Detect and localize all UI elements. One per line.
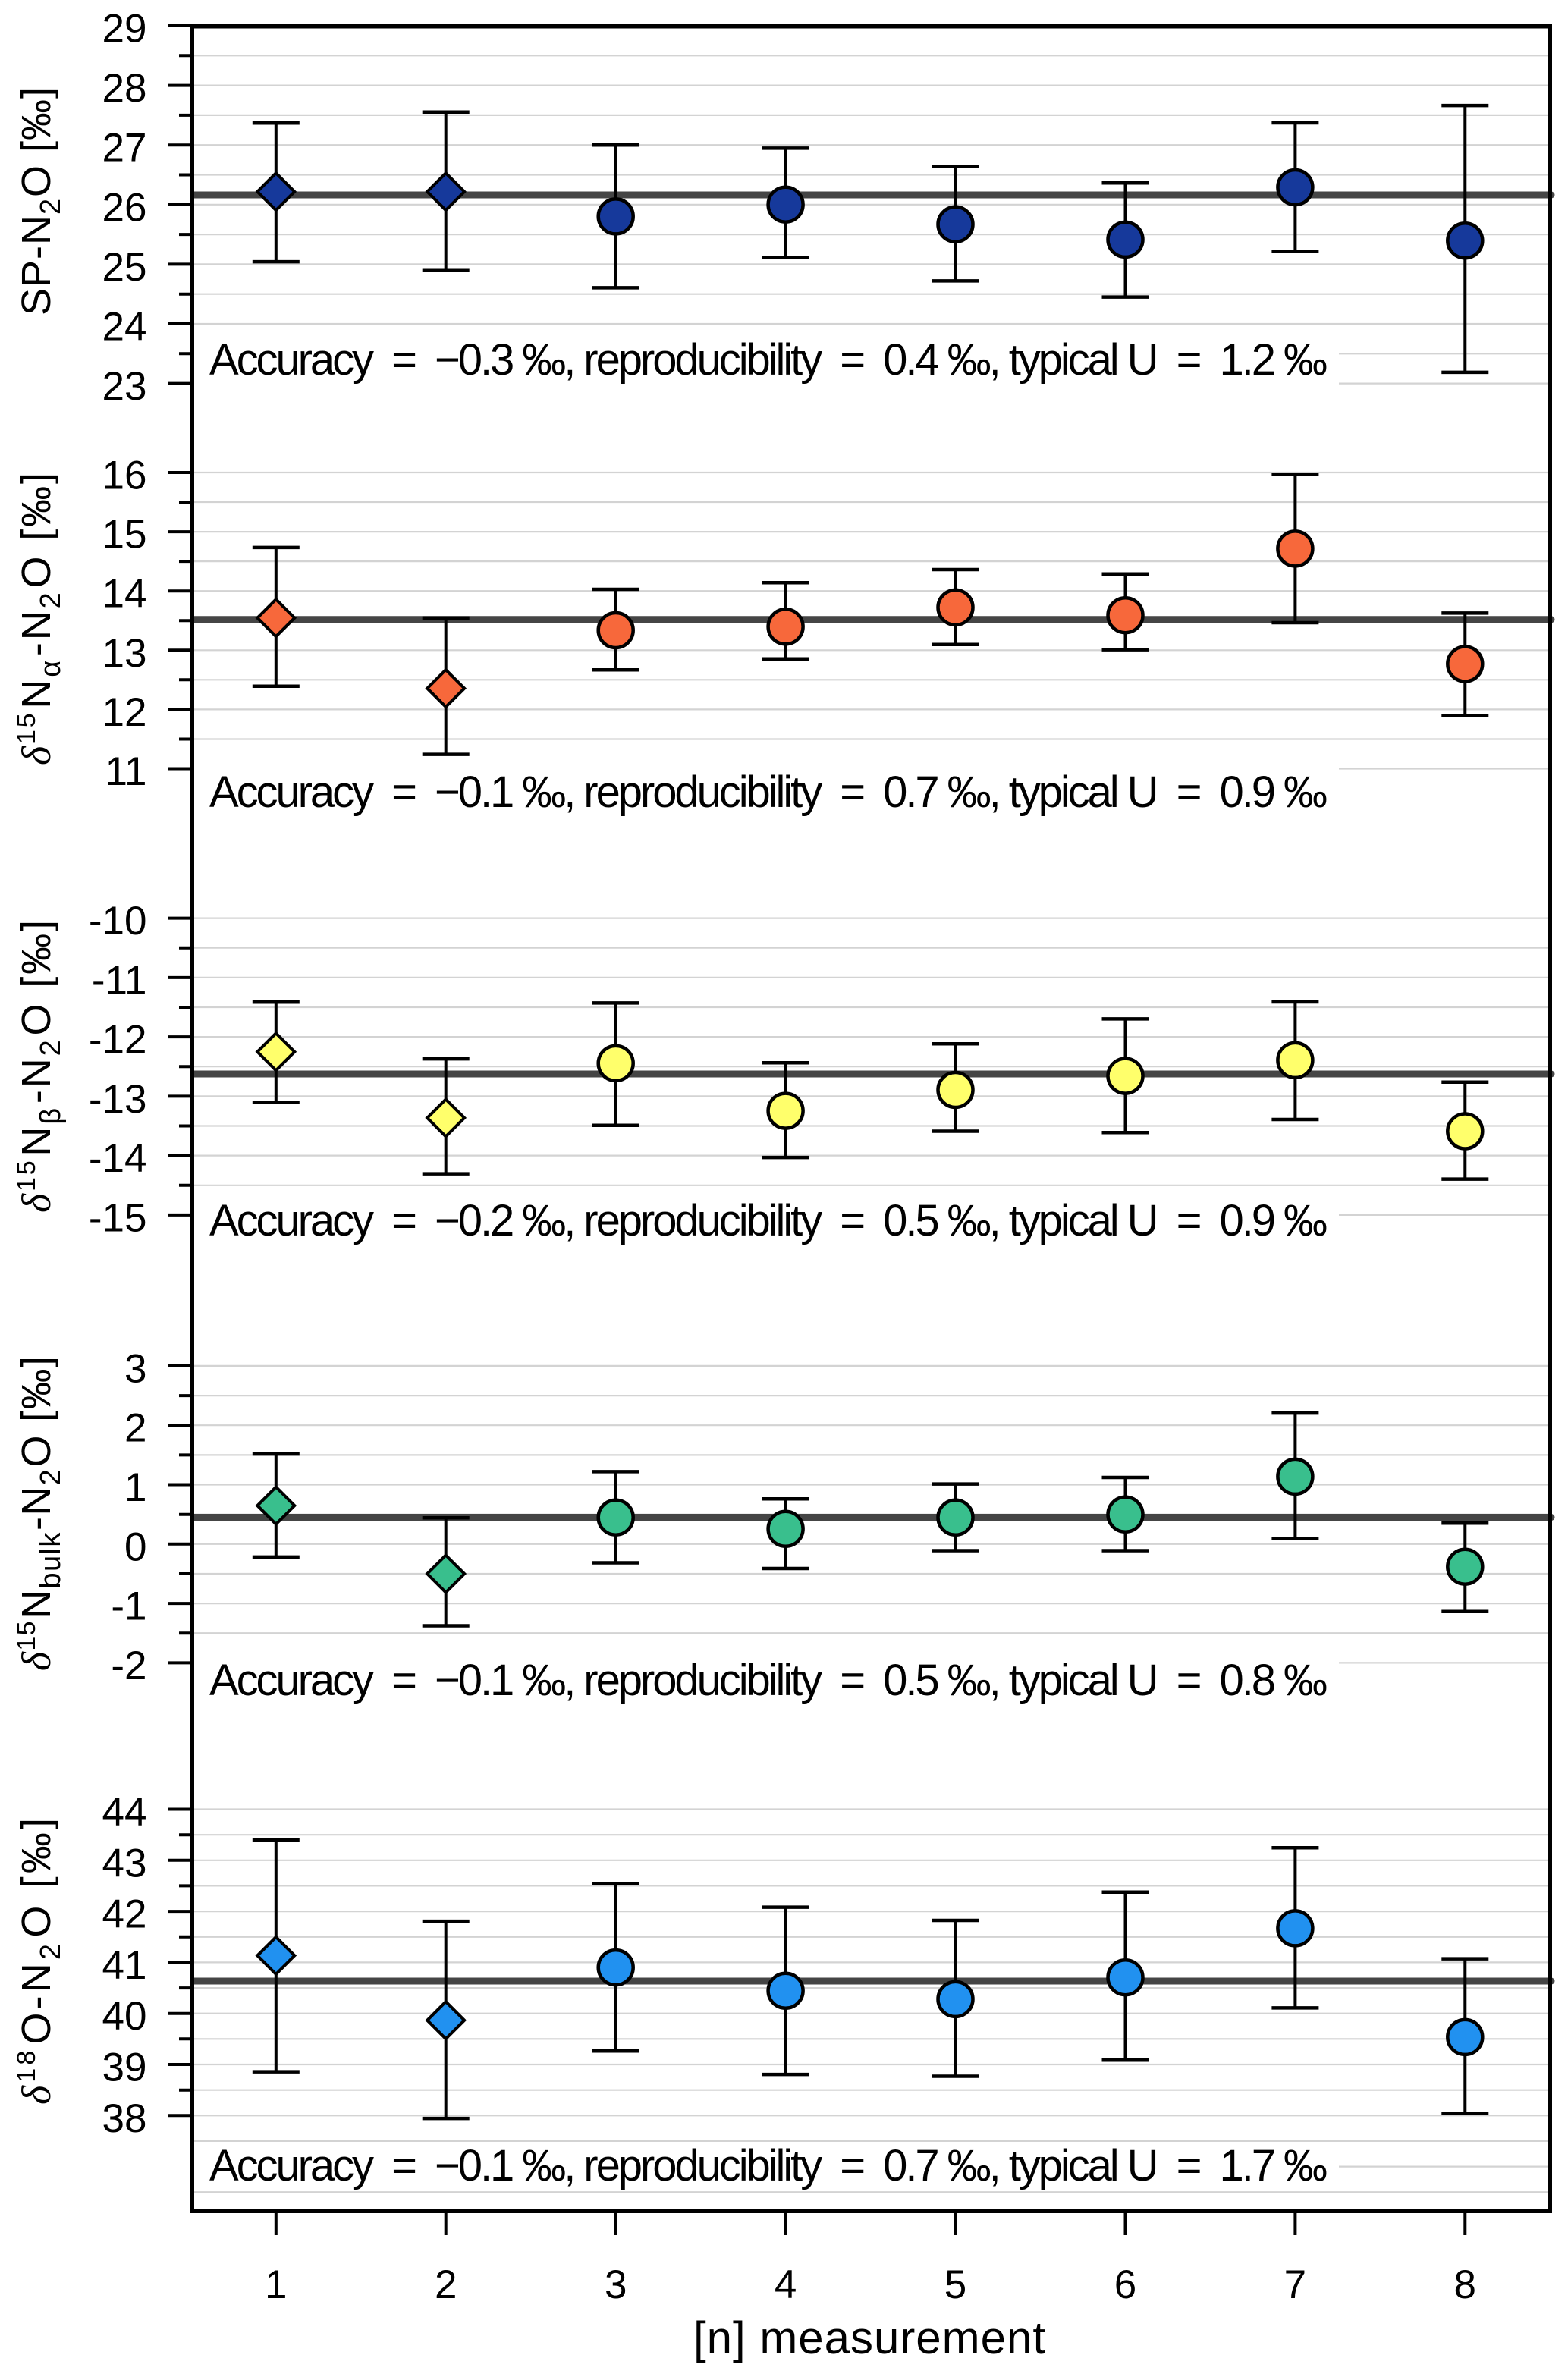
svg-text:δ15​Nbulk​-N2​O [‰]: δ15​Nbulk​-N2​O [‰] [12, 1356, 67, 1671]
svg-text:Accuracy = −0.1 ‰, reproduci: Accuracy = −0.1 ‰, reproducibility = 0.7… [209, 2141, 1328, 2190]
svg-text:41: 41 [102, 1943, 147, 1988]
svg-text:Accuracy = −0.1 ‰, reproduci: Accuracy = −0.1 ‰, reproducibility = 0.7… [209, 768, 1328, 817]
svg-text:-15: -15 [89, 1195, 147, 1240]
svg-text:[n] measurement: [n] measurement [693, 2312, 1045, 2363]
svg-text:-1: -1 [111, 1584, 146, 1629]
svg-text:8: 8 [1454, 2262, 1476, 2307]
svg-text:Accuracy = −0.1 ‰, reproduci: Accuracy = −0.1 ‰, reproducibility = 0.5… [209, 1656, 1328, 1705]
svg-text:4: 4 [775, 2262, 797, 2307]
svg-text:6: 6 [1114, 2262, 1136, 2307]
svg-text:Accuracy = −0.2 ‰, reproduci: Accuracy = −0.2 ‰, reproducibility = 0.5… [209, 1196, 1328, 1245]
svg-text:-11: -11 [92, 958, 147, 1003]
svg-text:27: 27 [102, 126, 147, 171]
svg-text:25: 25 [102, 245, 147, 290]
svg-text:28: 28 [102, 66, 147, 111]
svg-text:7: 7 [1284, 2262, 1306, 2307]
svg-text:2: 2 [435, 2262, 457, 2307]
svg-text:16: 16 [102, 454, 147, 498]
svg-text:23: 23 [102, 364, 147, 409]
svg-text:-2: -2 [111, 1644, 146, 1688]
svg-text:44: 44 [102, 1790, 147, 1835]
svg-text:12: 12 [102, 690, 147, 735]
svg-text:39: 39 [102, 2046, 147, 2090]
svg-text:0: 0 [124, 1524, 146, 1569]
svg-text:-13: -13 [89, 1077, 147, 1122]
svg-text:13: 13 [102, 631, 147, 676]
svg-text:38: 38 [102, 2096, 147, 2141]
svg-text:1: 1 [124, 1465, 146, 1510]
svg-text:15: 15 [102, 513, 147, 557]
svg-text:29: 29 [102, 7, 147, 52]
svg-text:24: 24 [102, 305, 147, 350]
svg-text:Accuracy = −0.3 ‰, reproduci: Accuracy = −0.3 ‰, reproducibility = 0.4… [209, 335, 1328, 385]
svg-text:5: 5 [944, 2262, 966, 2307]
svg-text:26: 26 [102, 185, 147, 230]
svg-text:2: 2 [124, 1406, 146, 1451]
svg-text:-12: -12 [89, 1018, 147, 1063]
svg-text:43: 43 [102, 1841, 147, 1885]
svg-text:3: 3 [605, 2262, 627, 2307]
svg-text:1: 1 [265, 2262, 287, 2307]
svg-text:11: 11 [105, 749, 146, 794]
svg-text:42: 42 [102, 1892, 147, 1937]
svg-text:40: 40 [102, 1994, 147, 2039]
svg-text:-10: -10 [89, 899, 147, 944]
svg-text:14: 14 [102, 572, 147, 617]
svg-text:-14: -14 [89, 1136, 147, 1181]
svg-text:3: 3 [124, 1346, 146, 1391]
